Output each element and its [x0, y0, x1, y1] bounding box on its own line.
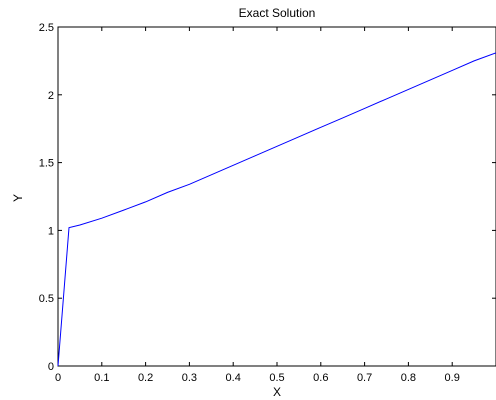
- x-tick-label: 0.4: [226, 372, 241, 384]
- y-tick-label: 1: [48, 225, 54, 237]
- x-tick-label: 0.1: [94, 372, 109, 384]
- x-axis-label: X: [273, 385, 281, 399]
- x-tick-label: 0.9: [445, 372, 460, 384]
- y-tick-label: 2: [48, 90, 54, 102]
- x-axis: 0 0.1 0.2 0.3 0.4 0.5 0.6 0.7 0.8 0.9: [55, 27, 460, 384]
- y-axis-label: Y: [11, 194, 25, 202]
- y-axis: 0 0.5 1 1.5 2 2.5: [39, 22, 496, 373]
- series-line: [57, 52, 496, 367]
- y-tick-label: 0: [48, 361, 54, 373]
- y-tick-label: 1.5: [39, 158, 54, 170]
- plot-area: [57, 26, 496, 367]
- x-tick-label: 0.8: [401, 372, 416, 384]
- x-tick-label: 0: [55, 372, 61, 384]
- x-tick-label: 0.7: [357, 372, 372, 384]
- x-tick-label: 0.3: [182, 372, 197, 384]
- x-tick-label: 0.2: [138, 372, 153, 384]
- y-tick-label: 2.5: [39, 22, 54, 34]
- x-tick-label: 0.5: [269, 372, 284, 384]
- y-tick-label: 0.5: [39, 293, 54, 305]
- chart-title: Exact Solution: [239, 6, 316, 20]
- x-tick-label: 0.6: [313, 372, 328, 384]
- series-layer: [57, 52, 496, 367]
